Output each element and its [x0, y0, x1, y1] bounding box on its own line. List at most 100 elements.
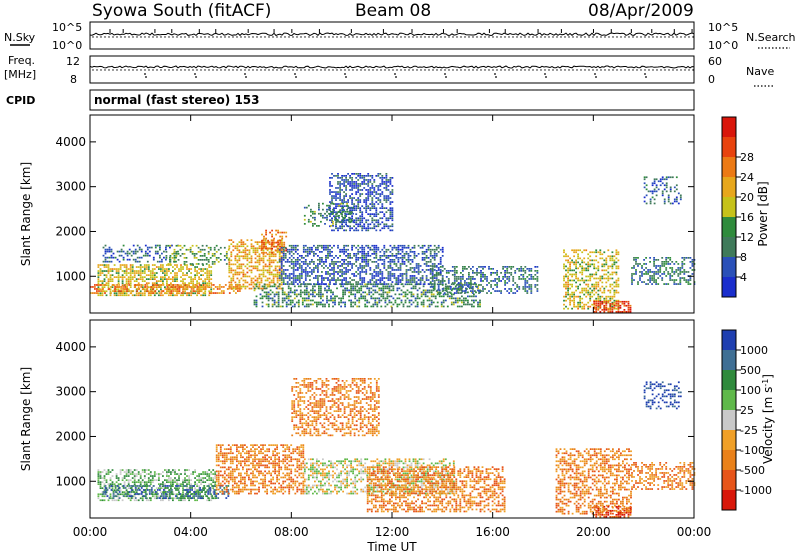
heatmap-cell [151, 274, 154, 277]
heatmap-cell [270, 265, 273, 268]
heatmap-cell [228, 245, 231, 248]
heatmap-cell [238, 273, 241, 276]
heatmap-cell [264, 275, 267, 278]
nave-dot [564, 69, 566, 71]
heatmap-cell [175, 253, 178, 255]
heatmap-cell [162, 272, 164, 274]
heatmap-cell [439, 273, 442, 275]
heatmap-cell [344, 214, 347, 217]
heatmap-cell [383, 197, 386, 199]
nsearch-dot [520, 36, 522, 38]
heatmap-cell [268, 273, 271, 276]
heatmap-cell [379, 279, 382, 281]
heatmap-cell [310, 293, 312, 296]
heatmap-cell [349, 197, 352, 199]
heatmap-cell [607, 307, 610, 310]
heatmap-cell [297, 305, 300, 308]
heatmap-cell [393, 275, 396, 277]
heatmap-cell [282, 281, 285, 283]
heatmap-cell [581, 271, 584, 274]
heatmap-cell [262, 247, 265, 250]
heatmap-cell [307, 218, 310, 221]
heatmap-cell [431, 257, 434, 259]
nsearch-dot [472, 36, 474, 38]
heatmap-cell [471, 287, 473, 290]
heatmap-cell [393, 269, 396, 271]
nsearch-dot [512, 36, 514, 38]
heatmap-cell [141, 294, 144, 297]
heatmap-cell [250, 261, 253, 264]
heatmap-cell [577, 307, 580, 310]
nsearch-dot [452, 36, 454, 38]
heatmap-cell [138, 248, 141, 251]
heatmap-cell [202, 270, 205, 272]
heatmap-cell [437, 292, 440, 294]
heatmap-cell [337, 183, 339, 185]
heatmap-cell [472, 276, 474, 278]
heatmap-cell [373, 269, 376, 271]
nsearch-dot [536, 36, 538, 38]
heatmap-cell [611, 259, 614, 262]
heatmap-cell [190, 272, 193, 274]
heatmap-cell [124, 252, 127, 255]
heatmap-cell [479, 299, 481, 302]
heatmap-cell [300, 273, 303, 275]
heatmap-cell [330, 289, 332, 292]
heatmap-cell [315, 246, 317, 249]
heatmap-cell [242, 283, 245, 286]
heatmap-cell [324, 287, 326, 290]
heatmap-cell [385, 211, 388, 214]
heatmap-cell [309, 283, 311, 285]
heatmap-cell [583, 281, 586, 284]
heatmap-cell [162, 264, 164, 266]
heatmap-cell [613, 263, 616, 266]
heatmap-cell [351, 246, 354, 249]
heatmap-cell [449, 286, 452, 288]
heatmap-cell [327, 246, 329, 249]
heatmap-cell [404, 299, 407, 302]
heatmap-cell [581, 307, 584, 310]
heatmap-cell [449, 288, 452, 290]
heatmap-cell [381, 217, 384, 220]
heatmap-cell [285, 305, 288, 308]
heatmap-cell [138, 260, 141, 263]
heatmap-cell [395, 257, 398, 259]
nave-dot [440, 69, 442, 71]
heatmap-cell [270, 249, 273, 252]
heatmap-cell [323, 263, 325, 265]
heatmap-cell [437, 284, 440, 286]
heatmap-cell [351, 177, 354, 179]
heatmap-cell [385, 251, 388, 253]
heatmap-cell [265, 247, 268, 250]
heatmap-cell [357, 205, 360, 208]
heatmap-cell [137, 278, 140, 281]
heatmap-cell [425, 257, 428, 259]
heatmap-cell [585, 291, 588, 294]
heatmap-cell [276, 251, 279, 254]
heatmap-cell [436, 283, 439, 286]
heatmap-cell [192, 264, 195, 266]
heatmap-cell [389, 275, 392, 277]
heatmap-cell [341, 179, 344, 181]
heatmap-cell [250, 255, 253, 258]
heatmap-cell [244, 275, 247, 278]
heatmap-cell [294, 246, 297, 249]
heatmap-cell [415, 271, 418, 273]
heatmap-cell [286, 283, 289, 285]
heatmap-cell [536, 266, 539, 268]
heatmap-cell [250, 287, 253, 290]
heatmap-cell [337, 187, 339, 189]
heatmap-cell [201, 248, 204, 251]
heatmap-cell [228, 261, 231, 264]
heatmap-cell [306, 273, 309, 275]
heatmap-cell [109, 288, 112, 291]
heatmap-cell [347, 244, 350, 247]
heatmap-cell [372, 303, 375, 306]
heatmap-cell [613, 304, 616, 307]
heatmap-cell [246, 285, 249, 288]
heatmap-cell [439, 271, 442, 273]
heatmap-cell [301, 301, 304, 304]
heatmap-cell [597, 295, 600, 298]
heatmap-cell [492, 272, 495, 274]
heatmap-cell [340, 305, 343, 308]
